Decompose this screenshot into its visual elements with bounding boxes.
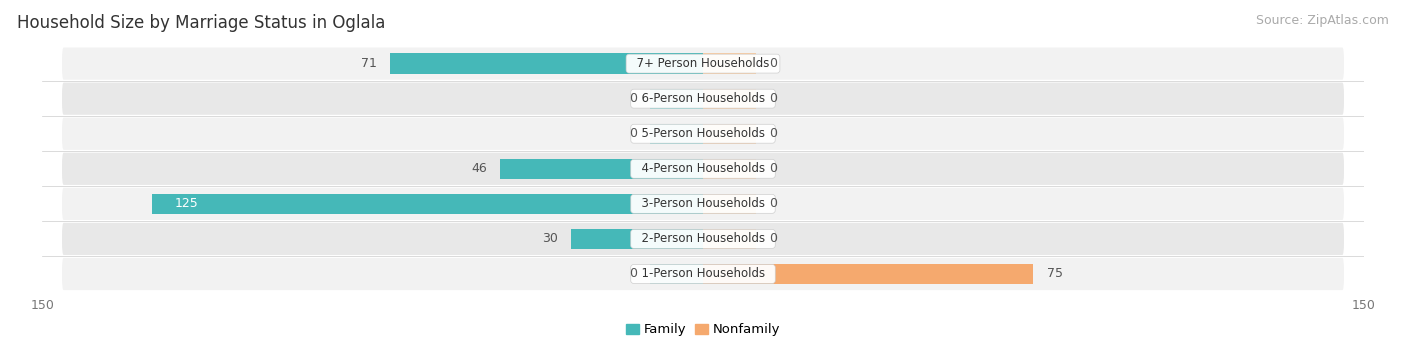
Text: 0: 0 xyxy=(628,267,637,281)
Text: 0: 0 xyxy=(628,127,637,140)
Text: 0: 0 xyxy=(769,197,778,210)
Bar xyxy=(650,89,703,109)
Text: Source: ZipAtlas.com: Source: ZipAtlas.com xyxy=(1256,14,1389,27)
Text: 2-Person Households: 2-Person Households xyxy=(634,233,772,246)
Text: Household Size by Marriage Status in Oglala: Household Size by Marriage Status in Ogl… xyxy=(17,14,385,32)
Text: 125: 125 xyxy=(174,197,198,210)
Bar xyxy=(703,229,756,249)
FancyBboxPatch shape xyxy=(62,118,1344,150)
Bar xyxy=(650,123,703,144)
Text: 1-Person Households: 1-Person Households xyxy=(634,267,772,281)
Bar xyxy=(703,54,756,74)
Legend: Family, Nonfamily: Family, Nonfamily xyxy=(620,318,786,341)
Bar xyxy=(650,264,703,284)
Bar xyxy=(703,159,756,179)
Text: 0: 0 xyxy=(769,233,778,246)
Bar xyxy=(391,54,703,74)
FancyBboxPatch shape xyxy=(62,223,1344,255)
FancyBboxPatch shape xyxy=(62,153,1344,185)
Bar xyxy=(152,194,703,214)
Text: 3-Person Households: 3-Person Households xyxy=(634,197,772,210)
FancyBboxPatch shape xyxy=(62,47,1344,80)
FancyBboxPatch shape xyxy=(62,83,1344,115)
Text: 30: 30 xyxy=(541,233,558,246)
Bar xyxy=(703,89,756,109)
Text: 4-Person Households: 4-Person Households xyxy=(634,162,772,175)
Text: 6-Person Households: 6-Person Households xyxy=(634,92,772,105)
Bar xyxy=(703,194,756,214)
Bar xyxy=(703,123,756,144)
FancyBboxPatch shape xyxy=(62,258,1344,290)
Text: 46: 46 xyxy=(471,162,486,175)
Text: 0: 0 xyxy=(769,127,778,140)
Text: 0: 0 xyxy=(769,92,778,105)
Text: 75: 75 xyxy=(1046,267,1063,281)
Text: 5-Person Households: 5-Person Households xyxy=(634,127,772,140)
Bar xyxy=(571,229,703,249)
Text: 0: 0 xyxy=(769,162,778,175)
FancyBboxPatch shape xyxy=(62,188,1344,220)
Text: 0: 0 xyxy=(628,92,637,105)
Text: 71: 71 xyxy=(361,57,377,70)
Bar xyxy=(703,264,1033,284)
Text: 0: 0 xyxy=(769,57,778,70)
Text: 7+ Person Households: 7+ Person Households xyxy=(628,57,778,70)
Bar xyxy=(501,159,703,179)
